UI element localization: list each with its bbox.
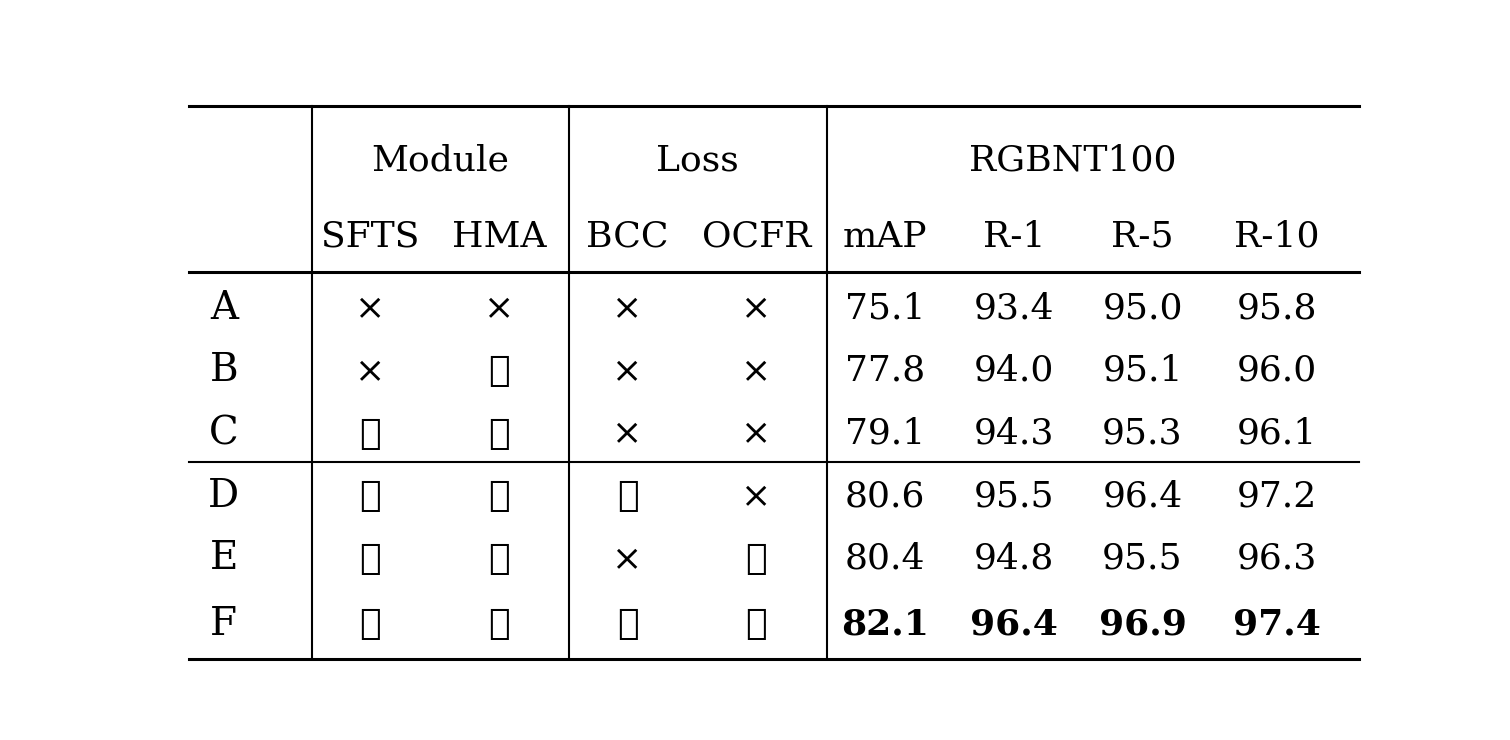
Text: 95.0: 95.0: [1102, 291, 1182, 325]
Text: ✓: ✓: [488, 354, 510, 388]
Text: 96.4: 96.4: [969, 608, 1057, 642]
Text: ✓: ✓: [359, 480, 381, 514]
Text: 79.1: 79.1: [846, 417, 926, 451]
Text: E: E: [210, 540, 239, 577]
Text: ×: ×: [483, 291, 513, 325]
Text: BCC: BCC: [586, 220, 669, 254]
Text: R-5: R-5: [1111, 220, 1173, 254]
Text: ✓: ✓: [746, 542, 767, 576]
Text: F: F: [210, 606, 237, 643]
Text: R-1: R-1: [983, 220, 1045, 254]
Text: 82.1: 82.1: [841, 608, 929, 642]
Text: ×: ×: [741, 417, 772, 451]
Text: Loss: Loss: [657, 143, 740, 177]
Text: 96.3: 96.3: [1237, 542, 1317, 576]
Text: ×: ×: [741, 291, 772, 325]
Text: 94.0: 94.0: [974, 354, 1054, 388]
Text: OCFR: OCFR: [702, 220, 811, 254]
Text: 95.5: 95.5: [1102, 542, 1182, 576]
Text: ✓: ✓: [488, 417, 510, 451]
Text: 97.2: 97.2: [1237, 480, 1317, 514]
Text: ✓: ✓: [488, 608, 510, 642]
Text: HMA: HMA: [451, 220, 547, 254]
Text: 95.5: 95.5: [974, 480, 1054, 514]
Text: 94.8: 94.8: [974, 542, 1054, 576]
Text: SFTS: SFTS: [322, 220, 420, 254]
Text: ✓: ✓: [488, 480, 510, 514]
Text: 96.4: 96.4: [1102, 480, 1182, 514]
Text: B: B: [210, 352, 239, 389]
Text: 94.3: 94.3: [974, 417, 1054, 451]
Text: 80.6: 80.6: [846, 480, 926, 514]
Text: ✓: ✓: [359, 608, 381, 642]
Text: RGBNT100: RGBNT100: [968, 143, 1176, 177]
Text: ×: ×: [613, 542, 643, 576]
Text: ×: ×: [613, 417, 643, 451]
Text: 80.4: 80.4: [844, 542, 926, 576]
Text: 95.1: 95.1: [1102, 354, 1182, 388]
Text: ×: ×: [741, 480, 772, 514]
Text: 96.9: 96.9: [1099, 608, 1187, 642]
Text: Module: Module: [371, 143, 509, 177]
Text: ×: ×: [613, 291, 643, 325]
Text: 95.3: 95.3: [1102, 417, 1182, 451]
Text: C: C: [208, 415, 239, 452]
Text: ×: ×: [355, 354, 385, 388]
Text: ✓: ✓: [488, 542, 510, 576]
Text: ✓: ✓: [359, 542, 381, 576]
Text: R-10: R-10: [1234, 220, 1320, 254]
Text: 75.1: 75.1: [844, 291, 926, 325]
Text: 95.8: 95.8: [1237, 291, 1317, 325]
Text: A: A: [210, 289, 239, 326]
Text: ×: ×: [613, 354, 643, 388]
Text: ✓: ✓: [746, 608, 767, 642]
Text: ✓: ✓: [616, 480, 639, 514]
Text: D: D: [208, 478, 240, 515]
Text: 77.8: 77.8: [846, 354, 926, 388]
Text: mAP: mAP: [843, 220, 927, 254]
Text: ×: ×: [741, 354, 772, 388]
Text: 96.1: 96.1: [1237, 417, 1317, 451]
Text: 97.4: 97.4: [1234, 608, 1321, 642]
Text: ✓: ✓: [616, 608, 639, 642]
Text: ✓: ✓: [359, 417, 381, 451]
Text: 93.4: 93.4: [974, 291, 1054, 325]
Text: ×: ×: [355, 291, 385, 325]
Text: 96.0: 96.0: [1237, 354, 1317, 388]
